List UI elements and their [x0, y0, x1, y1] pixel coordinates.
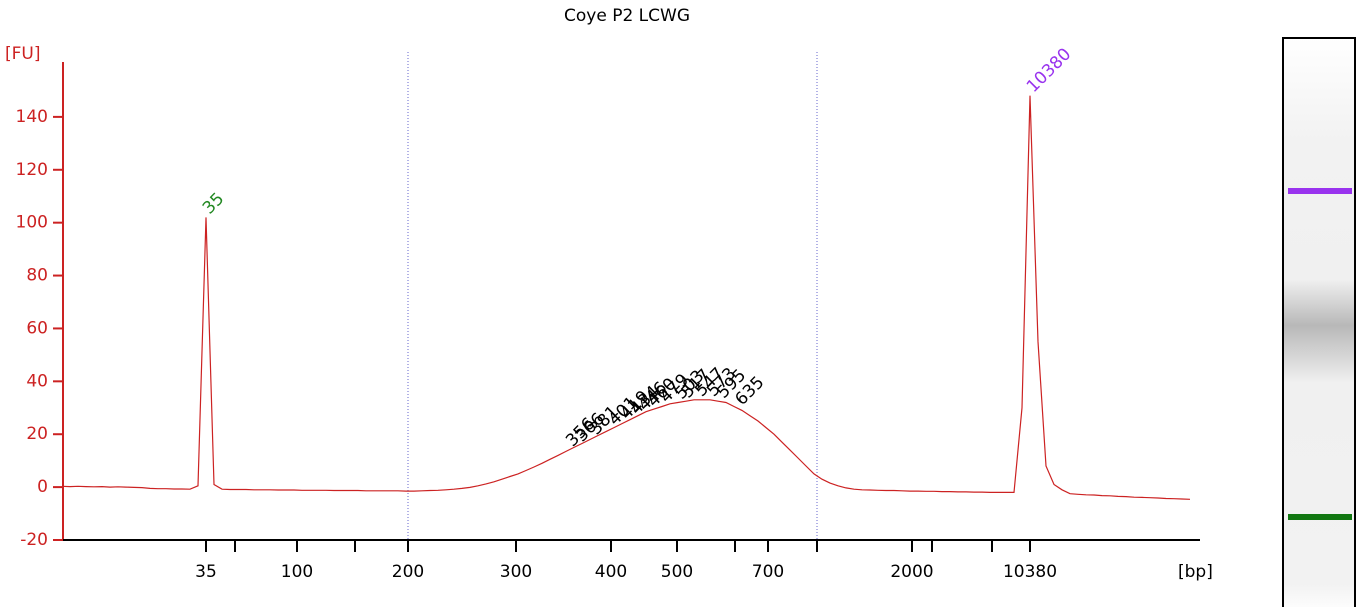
y-tick-label: 0: [37, 477, 48, 497]
y-tick-label: 140: [16, 107, 48, 127]
x-tick-label: 400: [595, 562, 627, 582]
y-tick-label: 80: [26, 266, 48, 286]
x-tick-label: 2000: [890, 562, 933, 582]
trace: [61, 95, 1191, 500]
y-axis-label: [FU]: [5, 44, 41, 64]
gel-band: [1288, 188, 1352, 194]
gel-band: [1288, 514, 1352, 520]
chart-title: Coye P2 LCWG: [564, 6, 690, 26]
x-tick-label: 700: [752, 562, 784, 582]
peak-label: 35: [199, 189, 228, 218]
y-tick-label: 100: [16, 213, 48, 233]
x-tick-label: 100: [281, 562, 313, 582]
y-tick-label: 60: [26, 318, 48, 338]
gel-lane: [1282, 37, 1356, 611]
x-tick-label: 200: [392, 562, 424, 582]
x-tick-label: 35: [195, 562, 217, 582]
y-tick-label: 40: [26, 371, 48, 391]
y-tick-label: 20: [26, 424, 48, 444]
x-tick-label: 300: [500, 562, 532, 582]
y-tick-label: -20: [20, 530, 48, 550]
y-tick-label: 120: [16, 160, 48, 180]
peak-label: 10380: [1023, 44, 1075, 96]
x-axis-label: [bp]: [1178, 562, 1213, 582]
x-tick-label: 500: [661, 562, 693, 582]
x-tick-label: 10380: [1003, 562, 1057, 582]
